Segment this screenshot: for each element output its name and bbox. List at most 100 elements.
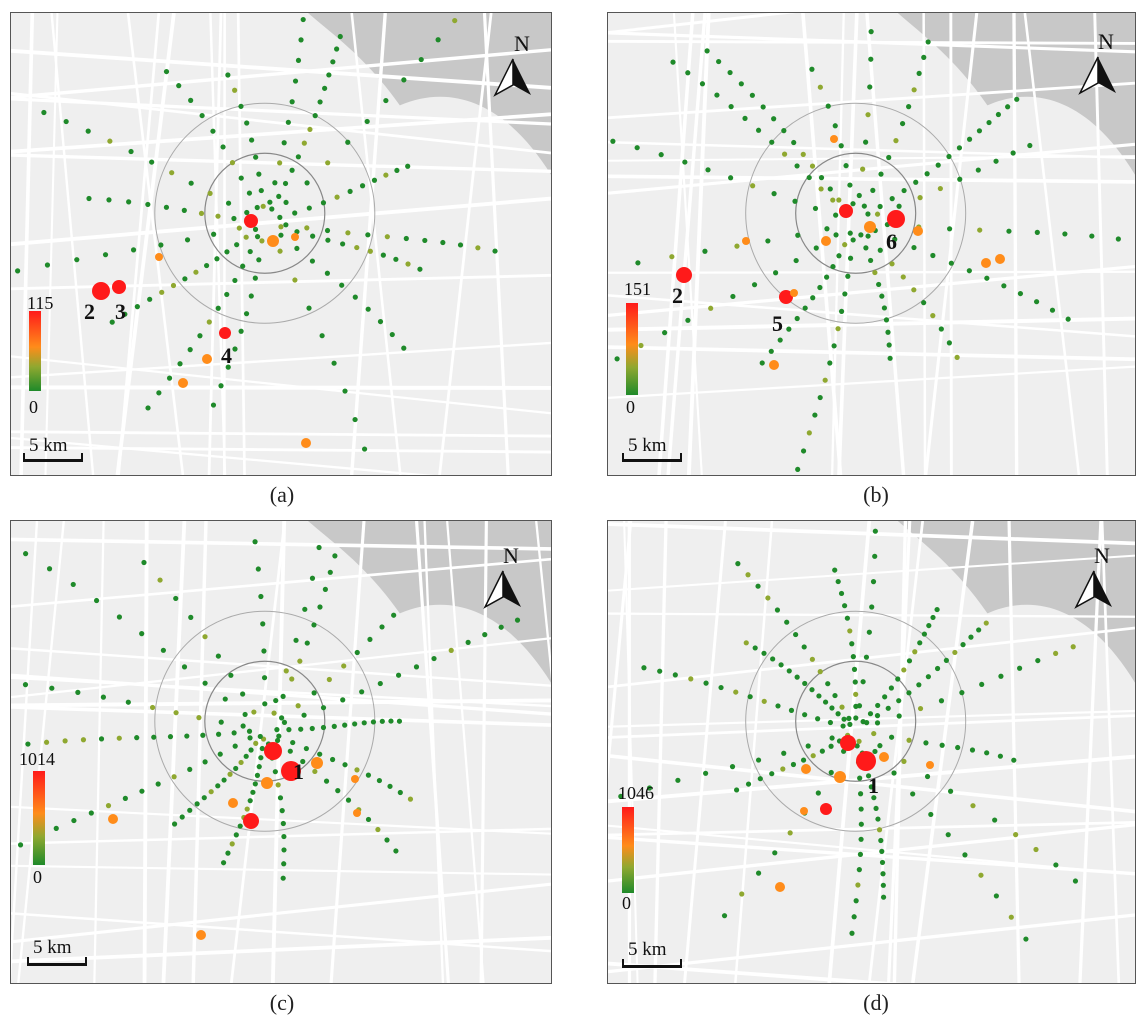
station-dot xyxy=(810,753,816,759)
road-line xyxy=(19,13,35,475)
station-dot xyxy=(345,797,352,803)
station-dot xyxy=(377,680,383,687)
scale-label: 5 km xyxy=(33,937,72,958)
station-dot xyxy=(80,737,87,743)
station-hotspot xyxy=(887,210,905,228)
station-dot xyxy=(866,629,872,635)
station-dot xyxy=(770,656,776,662)
station-dot xyxy=(853,715,859,721)
station-dot xyxy=(835,578,841,585)
station-dot xyxy=(307,126,313,133)
station-dot xyxy=(889,196,895,202)
north-arrow-label: N xyxy=(1098,29,1114,54)
station-hotspot xyxy=(801,764,811,774)
road-line xyxy=(209,13,227,475)
station-dot xyxy=(858,821,864,827)
road-line xyxy=(11,864,551,876)
station-dot xyxy=(939,742,945,748)
station-dot xyxy=(917,705,924,712)
station-dot xyxy=(44,262,51,268)
station-dot xyxy=(793,631,799,638)
station-dot xyxy=(1062,231,1068,237)
station-dot xyxy=(824,274,830,280)
station-dot xyxy=(244,120,250,126)
station-label: 1 xyxy=(293,759,304,784)
station-dot xyxy=(794,315,800,322)
road-line xyxy=(126,13,185,475)
station-dot xyxy=(1001,283,1007,289)
station-dot xyxy=(309,575,316,581)
station-dot xyxy=(311,622,317,628)
station-dot xyxy=(256,257,262,263)
station-dot xyxy=(880,871,886,877)
station-dot xyxy=(294,229,300,235)
station-dot xyxy=(993,893,999,899)
station-dot xyxy=(361,720,367,726)
station-hotspot xyxy=(779,290,793,304)
station-dot xyxy=(896,203,902,209)
station-dot xyxy=(749,92,755,98)
station-dot xyxy=(199,112,205,119)
road-line xyxy=(11,912,551,953)
station-dot xyxy=(896,698,902,704)
station-dot xyxy=(699,81,706,87)
station-dot xyxy=(829,735,835,741)
station-dot xyxy=(858,836,864,842)
station-hotspot xyxy=(864,221,876,233)
station-dot xyxy=(371,177,378,183)
station-dot xyxy=(842,291,848,297)
station-dot xyxy=(365,772,372,778)
station-dot xyxy=(809,656,815,662)
station-dot xyxy=(1065,316,1071,322)
station-dot xyxy=(169,170,175,176)
station-dot xyxy=(978,872,984,878)
station-dot xyxy=(827,186,833,192)
station-dot xyxy=(815,790,821,796)
station-dot xyxy=(214,256,220,262)
station-dot xyxy=(422,237,428,244)
station-dot xyxy=(791,139,797,146)
station-dot xyxy=(793,257,799,264)
station-dot xyxy=(801,644,807,650)
station-dot xyxy=(864,720,870,726)
station-dot xyxy=(41,109,47,116)
station-dot xyxy=(53,825,59,831)
station-dot xyxy=(281,833,287,840)
station-dot xyxy=(928,811,934,818)
panel-caption: (b) xyxy=(863,482,889,507)
station-hotspot xyxy=(244,214,258,228)
station-dot xyxy=(957,176,963,182)
station-dot xyxy=(856,867,862,873)
station-dot xyxy=(849,930,855,936)
station-dot xyxy=(352,294,358,300)
road-line xyxy=(686,13,711,475)
station-dot xyxy=(210,402,217,408)
station-hotspot xyxy=(311,757,323,769)
station-dot xyxy=(377,318,384,325)
station-dot xyxy=(202,680,208,686)
station-dot xyxy=(842,603,848,609)
station-label: 3 xyxy=(115,299,126,324)
station-dot xyxy=(272,769,278,775)
station-hotspot xyxy=(108,814,118,824)
station-dot xyxy=(1049,307,1056,313)
road-line xyxy=(11,805,551,835)
station-dot xyxy=(277,248,283,254)
station-dot xyxy=(260,621,266,627)
station-dot xyxy=(822,699,829,705)
station-dot xyxy=(947,788,954,794)
road-line xyxy=(11,355,551,415)
scale-bar xyxy=(622,453,682,462)
station-dot xyxy=(743,640,749,646)
station-dot xyxy=(818,175,825,181)
station-dot xyxy=(935,162,941,168)
station-hotspot xyxy=(196,930,206,940)
station-dot xyxy=(757,776,763,782)
station-dot xyxy=(62,738,68,744)
station-dot xyxy=(272,180,278,186)
road-line xyxy=(608,521,633,781)
station-label: 2 xyxy=(672,283,683,308)
station-dot xyxy=(879,293,885,299)
station-dot xyxy=(250,789,256,795)
map-canvas-c xyxy=(11,521,551,983)
